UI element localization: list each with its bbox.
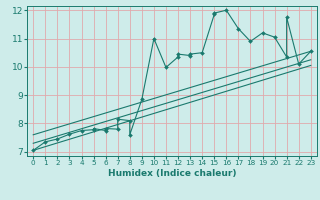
X-axis label: Humidex (Indice chaleur): Humidex (Indice chaleur) xyxy=(108,169,236,178)
